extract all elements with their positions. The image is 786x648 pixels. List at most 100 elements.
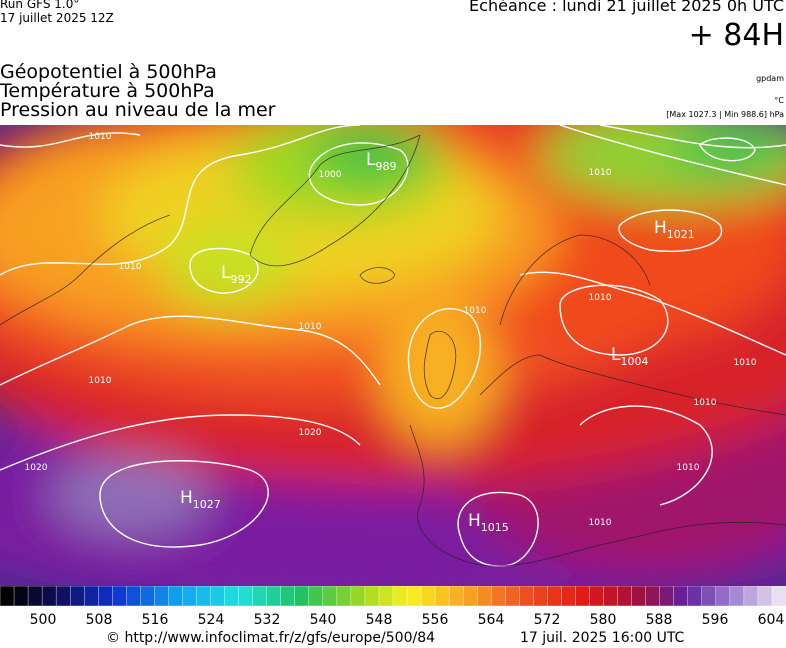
color-swatch bbox=[757, 586, 773, 607]
center-letter: L bbox=[611, 345, 621, 365]
color-swatch bbox=[673, 586, 689, 607]
isobar-label: 1010 bbox=[464, 306, 487, 316]
colorbar-label: 500 bbox=[30, 612, 57, 628]
color-swatch bbox=[743, 586, 759, 607]
colorbar-label: 580 bbox=[590, 612, 617, 628]
isobar-label: 1010 bbox=[589, 168, 612, 178]
colorbar-label: 540 bbox=[310, 612, 337, 628]
center-value: 1021 bbox=[667, 228, 695, 241]
color-swatch bbox=[224, 586, 240, 607]
isobar-label: 1010 bbox=[89, 132, 112, 142]
run-date: 17 juillet 2025 12Z bbox=[0, 11, 114, 25]
color-swatch bbox=[69, 586, 85, 607]
isobar-label: 1000 bbox=[319, 170, 342, 180]
source-url: © http://www.infoclimat.fr/z/gfs/europe/… bbox=[106, 630, 436, 646]
color-swatch bbox=[701, 586, 717, 607]
isobar-label: 1010 bbox=[299, 322, 322, 332]
color-swatch bbox=[280, 586, 296, 607]
color-swatch bbox=[55, 586, 71, 607]
pressure-center: L989 bbox=[366, 150, 396, 173]
pressure-center: H1021 bbox=[654, 218, 695, 241]
colorbar-label: 588 bbox=[646, 612, 673, 628]
color-swatch bbox=[420, 586, 436, 607]
center-letter: L bbox=[366, 150, 376, 170]
run-label: Run GFS 1.0° bbox=[0, 0, 80, 11]
colorbar-label: 524 bbox=[198, 612, 225, 628]
color-swatch bbox=[322, 586, 338, 607]
color-swatch bbox=[715, 586, 731, 607]
color-swatch bbox=[126, 586, 142, 607]
coastlines bbox=[0, 134, 786, 567]
colorbar-label: 508 bbox=[86, 612, 113, 628]
color-swatch bbox=[84, 586, 99, 607]
pressure-center: L992 bbox=[221, 263, 251, 286]
center-letter: L bbox=[221, 263, 231, 283]
color-swatch bbox=[140, 586, 156, 607]
colorbar-label: 556 bbox=[422, 612, 449, 628]
colorbar-label: 532 bbox=[254, 612, 281, 628]
field-2: Température à 500hPa bbox=[0, 80, 215, 102]
color-swatch bbox=[350, 586, 366, 607]
unit-temp: °C bbox=[774, 96, 784, 105]
center-letter: H bbox=[468, 511, 481, 531]
unit-geo: gpdam bbox=[756, 74, 784, 83]
color-swatch bbox=[505, 586, 521, 607]
color-swatch bbox=[477, 586, 492, 607]
color-swatch bbox=[182, 586, 198, 607]
field-3: Pression au niveau de la mer bbox=[0, 99, 276, 121]
color-swatch bbox=[462, 586, 478, 607]
unit-pressure: [Max 1027.3 | Min 988.6] hPa bbox=[666, 110, 784, 119]
color-swatch bbox=[645, 586, 661, 607]
pressure-center: H1027 bbox=[180, 488, 221, 511]
center-value: 1015 bbox=[481, 521, 509, 534]
color-swatch bbox=[729, 586, 745, 607]
color-swatch bbox=[252, 586, 268, 607]
color-swatch bbox=[771, 586, 786, 607]
color-swatch bbox=[589, 586, 605, 607]
color-swatch bbox=[617, 586, 633, 607]
center-letter: H bbox=[654, 218, 667, 238]
color-swatch bbox=[575, 586, 591, 607]
color-swatch bbox=[294, 586, 310, 607]
center-value: 1004 bbox=[620, 355, 648, 368]
colorbar-label: 564 bbox=[478, 612, 505, 628]
colorbar bbox=[0, 586, 786, 607]
colorbar-label: 548 bbox=[366, 612, 393, 628]
color-swatch bbox=[533, 586, 549, 607]
pressure-center: L1004 bbox=[611, 345, 648, 368]
color-swatch bbox=[336, 586, 352, 607]
generated-time: 17 juil. 2025 16:00 UTC bbox=[520, 630, 685, 646]
color-swatch bbox=[519, 586, 535, 607]
color-swatch bbox=[561, 586, 577, 607]
center-value: 992 bbox=[230, 273, 251, 286]
color-swatch bbox=[154, 586, 170, 607]
color-swatch bbox=[392, 586, 408, 607]
color-swatch bbox=[168, 586, 184, 607]
color-swatch bbox=[448, 586, 464, 607]
isobars bbox=[0, 125, 786, 567]
valid-time: Echéance : lundi 21 juillet 2025 0h UTC bbox=[469, 0, 784, 15]
color-swatch bbox=[547, 586, 563, 607]
map: L989L992H1021L1004H1027H1015101010101000… bbox=[0, 125, 786, 587]
colorbar-label: 604 bbox=[758, 612, 785, 628]
colorbar-label: 596 bbox=[702, 612, 729, 628]
color-swatch bbox=[308, 586, 324, 607]
pressure-center: H1015 bbox=[468, 511, 509, 534]
colorbar-label: 516 bbox=[142, 612, 169, 628]
color-swatch bbox=[364, 586, 380, 607]
center-letter: H bbox=[180, 488, 193, 508]
color-swatch bbox=[603, 586, 619, 607]
color-swatch bbox=[210, 586, 226, 607]
color-swatch bbox=[491, 586, 506, 607]
color-swatch bbox=[378, 586, 394, 607]
colorbar-label: 572 bbox=[534, 612, 561, 628]
isobar-label: 1020 bbox=[25, 463, 48, 473]
isobar-label: 1010 bbox=[694, 398, 717, 408]
lead-time: + 84H bbox=[688, 18, 784, 53]
field-1: Géopotentiel à 500hPa bbox=[0, 61, 217, 83]
color-swatch bbox=[41, 586, 57, 607]
color-swatch bbox=[266, 586, 282, 607]
color-swatch bbox=[687, 586, 703, 607]
center-value: 989 bbox=[375, 160, 396, 173]
